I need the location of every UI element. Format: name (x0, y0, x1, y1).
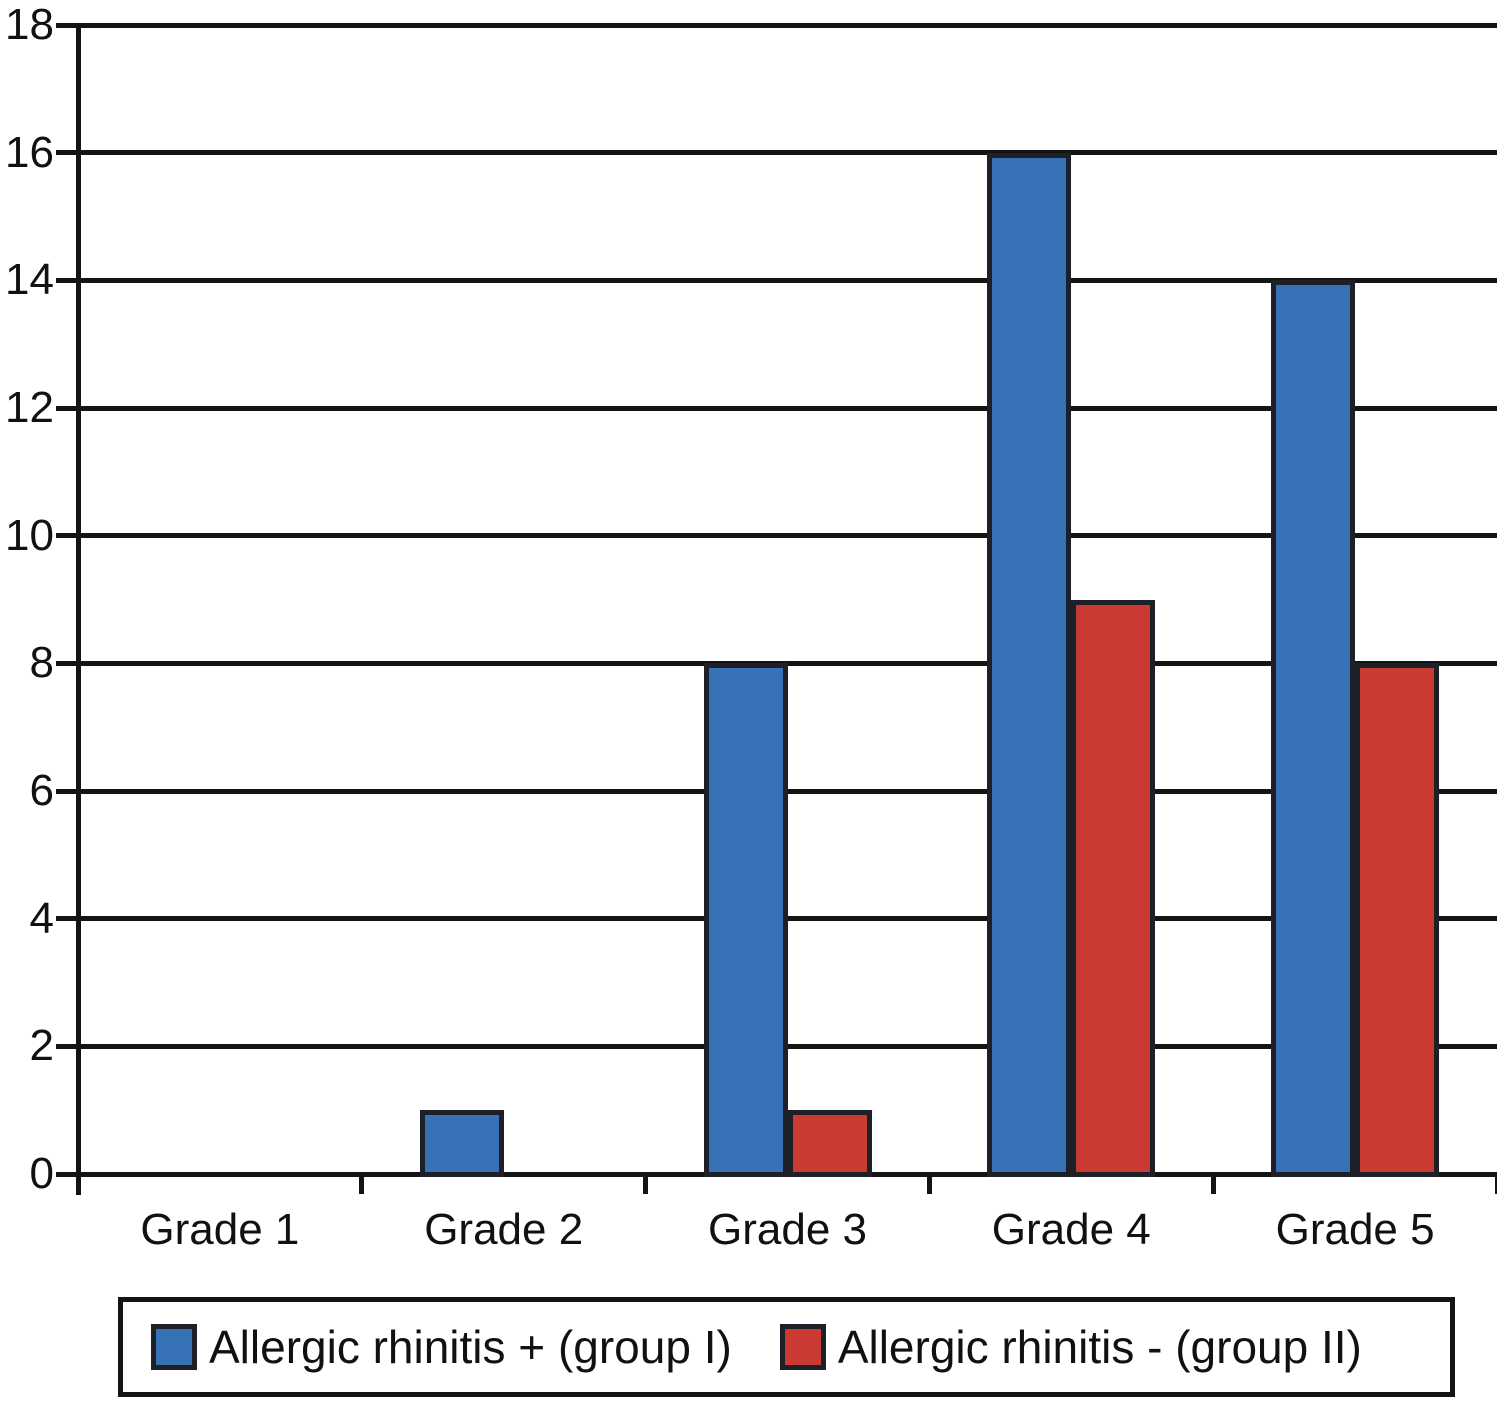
y-axis-tick (56, 533, 78, 539)
y-axis-tick (56, 1043, 78, 1049)
bar-grade-3-group-ii (787, 1110, 872, 1177)
bar-grade-4-group-i (987, 152, 1072, 1177)
gridline (78, 22, 1497, 28)
y-axis-tick (56, 150, 78, 156)
bar-grade-3-group-i (703, 663, 788, 1177)
legend-label-group-ii: Allergic rhinitis - (group II) (837, 1321, 1362, 1373)
y-axis-tick-label: 2 (29, 1021, 54, 1071)
legend-label-group-i: Allergic rhinitis + (group I) (209, 1321, 732, 1373)
gridline (78, 150, 1497, 156)
group-i-swatch-icon (151, 1324, 197, 1370)
x-axis-tick (926, 1174, 932, 1194)
y-axis-tick-label: 14 (5, 255, 54, 305)
x-category-label: Grade 5 (1275, 1205, 1435, 1254)
gridline (78, 277, 1497, 283)
bar-grade-4-group-ii (1071, 599, 1156, 1177)
x-axis-tick (1210, 1174, 1216, 1194)
legend: Allergic rhinitis + (group I) Allergic r… (118, 1297, 1455, 1397)
bar-grade-5-group-i (1271, 280, 1356, 1177)
group-ii-swatch-icon (779, 1324, 826, 1370)
gridline (78, 405, 1497, 411)
x-axis-tick (1494, 1174, 1497, 1194)
legend-item-group-ii: Allergic rhinitis - (group II) (779, 1321, 1362, 1373)
x-category-label: Grade 1 (140, 1205, 300, 1254)
x-category-label: Grade 2 (424, 1205, 584, 1254)
y-axis-tick-label: 18 (5, 0, 54, 49)
y-axis-tick-label: 16 (5, 127, 54, 177)
x-axis-tick (75, 1174, 81, 1194)
gridline (78, 916, 1497, 922)
y-axis-line (75, 22, 81, 1195)
y-axis-tick (56, 1171, 78, 1177)
y-axis-tick (56, 660, 78, 666)
bar-grade-5-group-ii (1355, 663, 1440, 1177)
y-axis-tick-label: 6 (29, 766, 54, 815)
y-axis-tick-label: 8 (29, 638, 54, 688)
y-axis-tick-label: 0 (29, 1149, 54, 1198)
y-axis-tick (56, 788, 78, 794)
y-axis-tick-label: 10 (5, 510, 54, 560)
gridline (78, 660, 1497, 666)
gridline (78, 533, 1497, 539)
y-axis-tick (56, 277, 78, 283)
x-axis-tick (643, 1174, 649, 1194)
x-category-label: Grade 4 (991, 1205, 1151, 1254)
x-axis-tick (359, 1174, 365, 1194)
bar-grade-2-group-i (419, 1110, 504, 1177)
y-axis-tick (56, 22, 78, 28)
x-category-label: Grade 3 (708, 1205, 867, 1254)
y-axis-tick-label: 4 (29, 893, 54, 943)
y-axis-tick-label: 12 (5, 383, 54, 432)
gridline (78, 1043, 1497, 1049)
y-axis-tick (56, 916, 78, 922)
gridline (78, 788, 1497, 794)
y-axis-tick (56, 405, 78, 411)
legend-item-group-i: Allergic rhinitis + (group I) (151, 1321, 732, 1373)
